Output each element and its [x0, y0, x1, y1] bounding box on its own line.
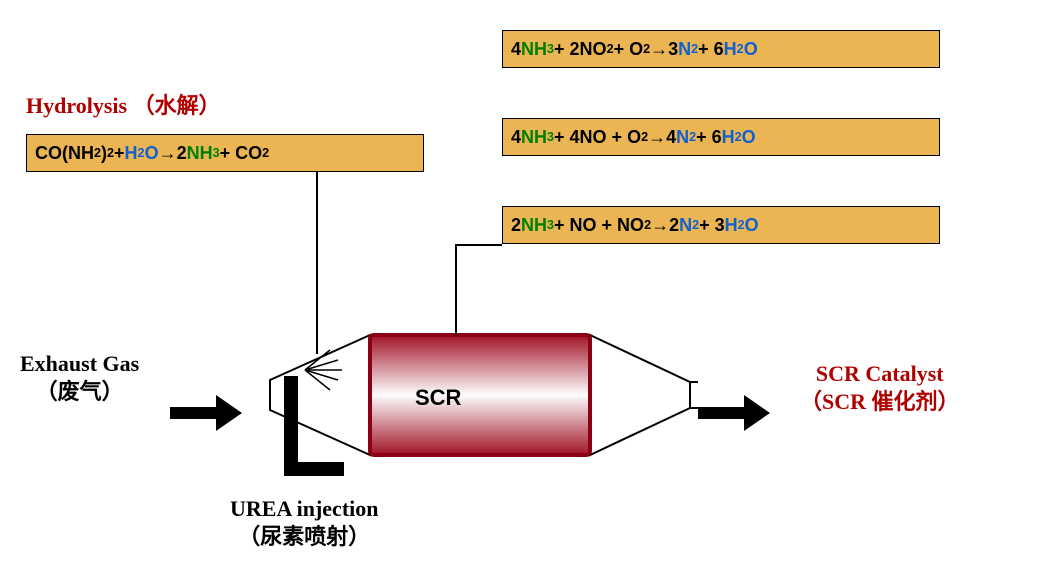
scr-apparatus [0, 0, 1037, 581]
equation-hydrolysis: CO(NH2)2 + H2O → 2NH3 + CO2 [26, 134, 424, 172]
catalyst-label: SCR Catalyst （SCR 催化剂） [800, 360, 960, 415]
urea-label-en: UREA injection [230, 495, 379, 523]
urea-label-zh: （尿素喷射） [230, 523, 379, 551]
hydrolysis-title-zh: （水解） [133, 93, 221, 118]
scr-body [370, 335, 590, 455]
catalyst-label-en: SCR Catalyst [800, 360, 960, 388]
spray-icon [305, 350, 342, 390]
equation-reaction-1: 4NH3 + 2NO2 + O2 → 3N2 + 6H2O [502, 30, 940, 68]
hydrolysis-title: Hydrolysis （水解） [26, 92, 221, 120]
hydrolysis-title-en: Hydrolysis [26, 93, 127, 118]
urea-label: UREA injection （尿素喷射） [230, 495, 379, 550]
arrow-exhaust-out [698, 395, 770, 431]
exhaust-label-en: Exhaust Gas [20, 350, 139, 378]
injector-pipe-vertical [284, 376, 298, 476]
injector-pipe-horizontal [284, 462, 344, 476]
catalyst-label-zh: （SCR 催化剂） [800, 388, 960, 416]
equation-reaction-3: 2NH3 + NO + NO2 → 2N2 + 3H2O [502, 206, 940, 244]
arrow-exhaust-in [170, 395, 242, 431]
connector-hydrolysis [316, 172, 318, 354]
exhaust-label: Exhaust Gas （废气） [20, 350, 139, 405]
exhaust-label-zh: （废气） [20, 378, 139, 406]
equation-reaction-2: 4NH3 + 4NO + O2 → 4N2 + 6H2O [502, 118, 940, 156]
connector-scr-vertical [455, 244, 457, 335]
scr-outlet-cone [590, 335, 690, 455]
scr-body-label: SCR [415, 385, 461, 411]
connector-scr-horizontal [455, 244, 502, 246]
